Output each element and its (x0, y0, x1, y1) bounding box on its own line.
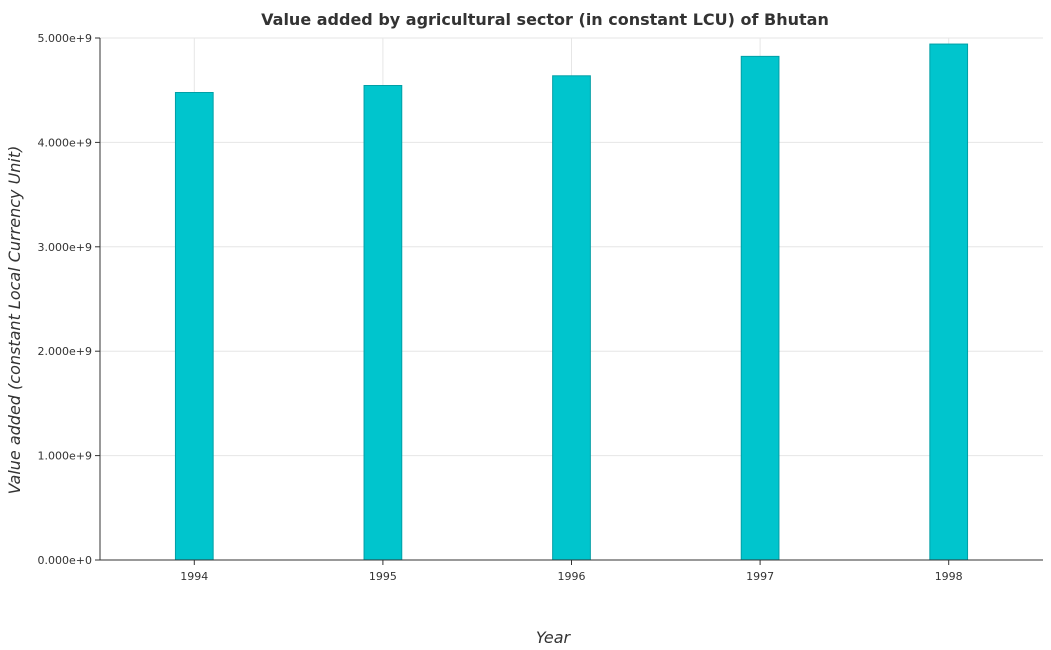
x-tick-label: 1998 (935, 570, 963, 583)
axes: 0.000e+0 1.000e+9 2.000e+9 3.000e+9 4.000e+9… (38, 32, 1043, 583)
x-tick-label: 1994 (180, 570, 208, 583)
y-tick-label: 1.000e+9 (38, 450, 92, 463)
y-tick-label: 4.000e+9 (38, 136, 92, 149)
chart-title: Value added by agricultural sector (in c… (261, 10, 829, 29)
bar-1995 (363, 85, 403, 561)
bar-1997 (740, 55, 780, 561)
bar-1996 (552, 75, 591, 561)
y-tick-label: 0.000e+0 (38, 554, 92, 567)
x-tick-label: 1996 (558, 570, 586, 583)
y-tick-label: 3.000e+9 (38, 241, 92, 254)
y-tick-label: 5.000e+9 (38, 32, 92, 45)
y-axis-label: Value added (constant Local Currency Uni… (5, 146, 24, 495)
bars (174, 43, 969, 561)
bar-1998 (929, 43, 969, 561)
x-tick-label: 1997 (746, 570, 774, 583)
x-axis-label: Year (536, 628, 572, 647)
y-tick-label: 2.000e+9 (38, 345, 92, 358)
bar-1994 (174, 91, 214, 561)
x-tick-label: 1995 (369, 570, 397, 583)
